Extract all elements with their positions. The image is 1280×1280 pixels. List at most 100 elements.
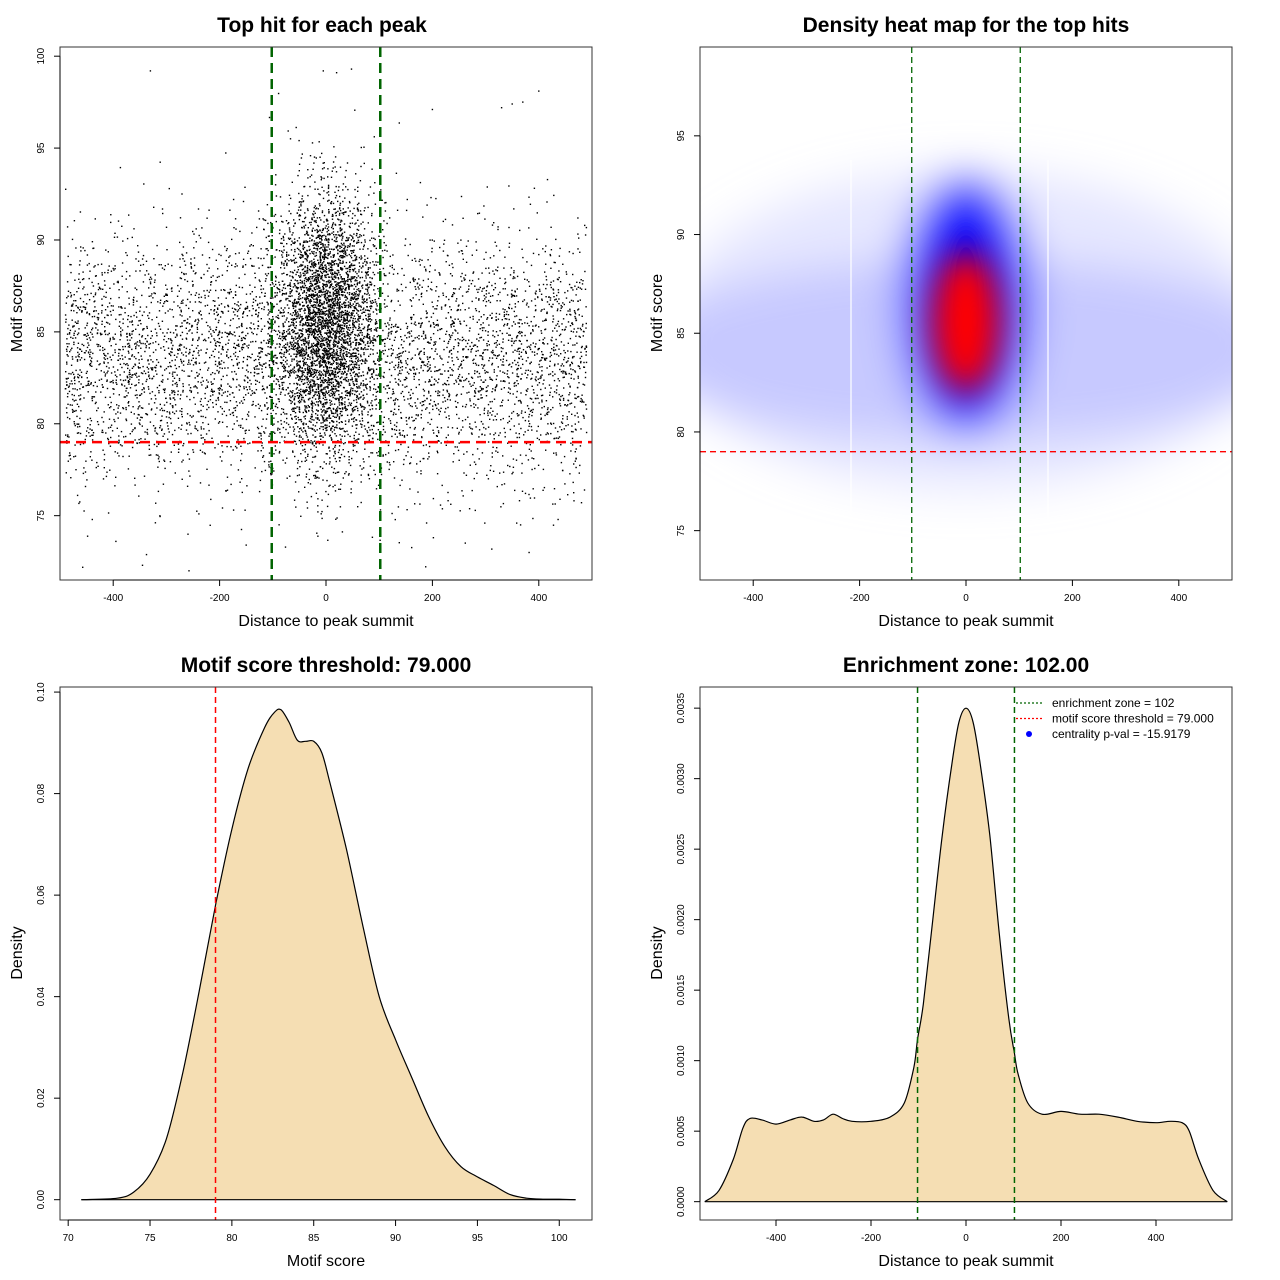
scatter-point [182, 354, 185, 356]
scatter-point [222, 312, 224, 314]
scatter-point [579, 251, 581, 253]
scatter-point [391, 323, 393, 326]
scatter-point [180, 302, 182, 304]
scatter-point [572, 356, 574, 358]
scatter-point [269, 396, 271, 398]
scatter-point [415, 288, 417, 290]
scatter-point [193, 264, 196, 267]
scatter-point [192, 354, 194, 356]
scatter-point [126, 332, 128, 335]
scatter-point [396, 209, 399, 211]
scatter-point [76, 389, 78, 391]
scatter-point [487, 371, 489, 374]
scatter-point [101, 323, 103, 325]
scatter-point [511, 325, 513, 327]
scatter-point [503, 325, 505, 327]
scatter-point [396, 290, 398, 292]
scatter-point [282, 459, 284, 461]
scatter-point [197, 208, 200, 210]
scatter-point [562, 415, 564, 417]
scatter-point [171, 309, 173, 311]
scatter-point [65, 302, 67, 304]
scatter-point [444, 304, 447, 306]
scatter-point [562, 318, 565, 320]
scatter-point [513, 382, 515, 385]
scatter-point [432, 408, 434, 411]
scatter-point [546, 411, 549, 414]
scatter-point [420, 293, 422, 295]
scatter-point [213, 356, 216, 358]
scatter-point [163, 389, 166, 391]
scatter-point [372, 424, 375, 427]
scatter-point [514, 349, 516, 351]
scatter-point [569, 313, 571, 316]
scatter-point [201, 333, 203, 336]
scatter-point [154, 522, 157, 524]
scatter-point [237, 343, 240, 345]
scatter-point [427, 365, 429, 368]
scatter-point [245, 334, 247, 337]
scatter-point [494, 389, 496, 392]
scatter-point [90, 359, 92, 362]
scatter-point [80, 371, 83, 373]
scatter-point [557, 278, 559, 281]
scatter-point [261, 442, 263, 444]
scatter-point [512, 393, 514, 395]
scatter-point [558, 380, 561, 382]
scatter-point [276, 286, 278, 289]
scatter-point [249, 442, 251, 444]
scatter-point [158, 390, 160, 392]
scatter-point [368, 294, 371, 296]
scatter-point [300, 401, 302, 403]
scatter-point [414, 354, 416, 356]
scatter-point [443, 340, 445, 342]
scatter-point [545, 400, 548, 402]
scatter-point [579, 299, 581, 301]
scatter-point [314, 328, 316, 331]
scatter-point [422, 332, 425, 335]
scatter-point [532, 330, 534, 332]
scatter-point [561, 323, 563, 325]
scatter-point [111, 381, 113, 383]
scatter-point [367, 414, 369, 416]
scatter-point [322, 342, 324, 345]
scatter-point [261, 371, 263, 373]
scatter-point [141, 389, 143, 391]
scatter-point [360, 241, 363, 244]
scatter-point [530, 300, 533, 302]
scatter-point [554, 363, 556, 365]
scatter-point [157, 322, 160, 325]
scatter-point [123, 436, 125, 438]
scatter-point [299, 392, 301, 395]
scatter-point [350, 299, 352, 302]
scatter-point [414, 257, 416, 260]
scatter-point [194, 427, 196, 429]
scatter-point [86, 479, 88, 481]
scatter-point [491, 414, 493, 416]
scatter-point [107, 438, 110, 441]
scatter-point [279, 312, 281, 314]
scatter-point [577, 233, 579, 235]
scatter-point [391, 512, 393, 515]
scatter-point [77, 332, 80, 334]
scatter-point [413, 372, 415, 375]
scatter-point [455, 406, 458, 408]
scatter-point [290, 355, 292, 357]
scatter-point [438, 391, 441, 393]
scatter-point [395, 429, 398, 431]
scatter-point [200, 437, 203, 439]
scatter-point [272, 227, 274, 229]
scatter-point [110, 401, 112, 404]
scatter-point [384, 345, 386, 347]
scatter-point [399, 304, 401, 306]
scatter-point [210, 354, 213, 356]
scatter-point [156, 316, 158, 318]
scatter-point [73, 421, 75, 423]
scatter-point [382, 421, 384, 424]
scatter-point [572, 431, 574, 433]
scatter-point [567, 399, 569, 401]
scatter-point [298, 439, 301, 442]
scatter-point [196, 371, 198, 374]
scatter-point [137, 413, 139, 416]
scatter-point [126, 336, 128, 338]
